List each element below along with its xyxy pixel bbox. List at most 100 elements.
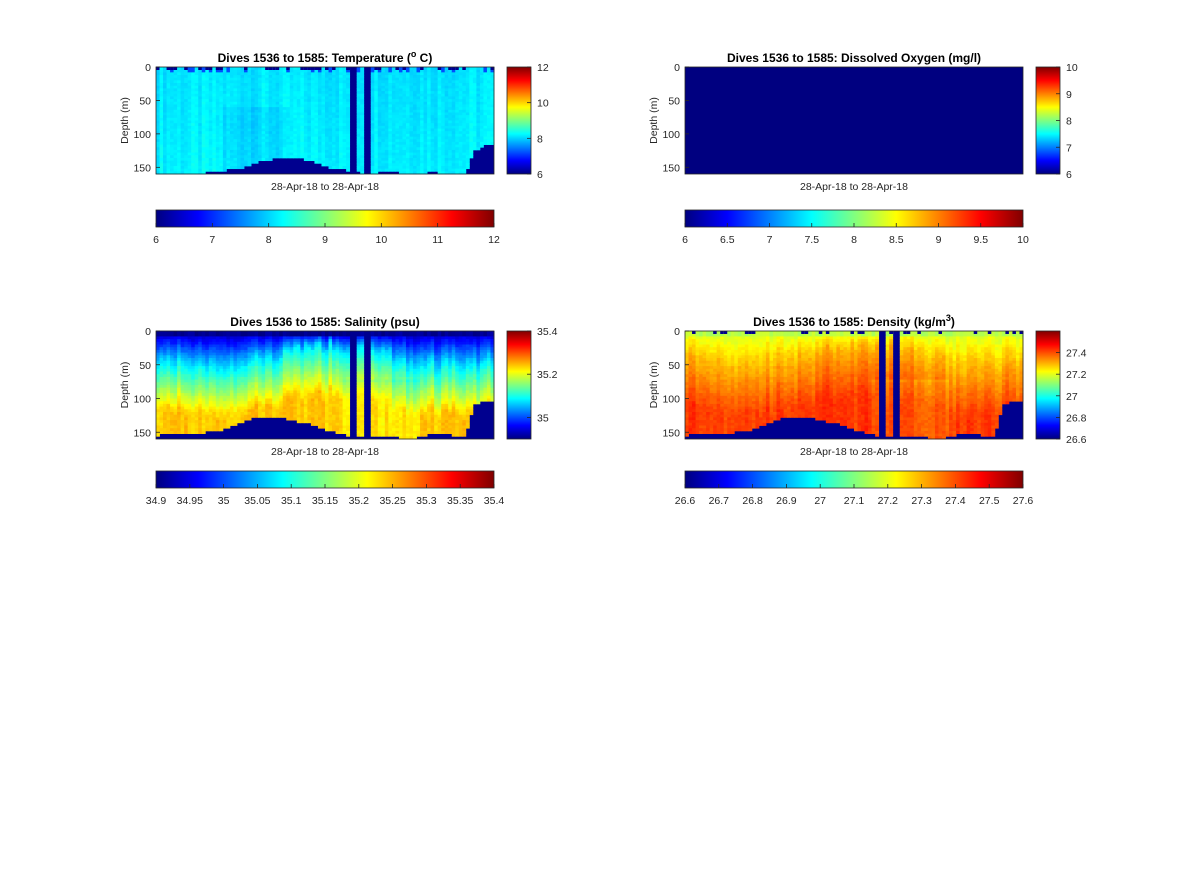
- heatmap-cell: [430, 77, 435, 81]
- heatmap-cell: [173, 144, 178, 148]
- heatmap-cell: [251, 409, 255, 413]
- heatmap-cell: [437, 109, 442, 113]
- heatmap-cell: [286, 115, 291, 119]
- heatmap-cell: [420, 144, 424, 148]
- heatmap-cell: [191, 149, 196, 153]
- heatmap-cell: [247, 355, 252, 359]
- heatmap-cell: [293, 131, 298, 135]
- heatmap-cell: [293, 125, 298, 129]
- heatmap-cell: [222, 157, 227, 162]
- heatmap-cell: [219, 91, 224, 95]
- heatmap-cell: [198, 385, 203, 389]
- heatmap-cell: [236, 382, 241, 386]
- heatmap-cell: [177, 390, 182, 394]
- heatmap-cell: [268, 336, 273, 340]
- heatmap-cell: [268, 374, 273, 378]
- heatmap-cell: [437, 85, 442, 89]
- heatmap-cell: [370, 91, 375, 95]
- heatmap-cell: [448, 93, 453, 97]
- heatmap-cell: [219, 422, 224, 426]
- heatmap-cell: [251, 152, 255, 156]
- axes-frame: [155, 66, 495, 175]
- heatmap-cell: [289, 147, 294, 151]
- heatmap-cell: [346, 104, 351, 108]
- heatmap-cell: [360, 160, 365, 164]
- heatmap-cell: [476, 120, 481, 124]
- heatmap-cell: [325, 144, 329, 148]
- heatmap-cell: [451, 109, 456, 113]
- heatmap-cell: [184, 125, 189, 129]
- heatmap-cell: [159, 352, 164, 356]
- heatmap-cell: [427, 152, 432, 156]
- heatmap-cell: [215, 406, 220, 410]
- heatmap-cell: [180, 387, 185, 391]
- heatmap-cell: [339, 144, 343, 148]
- heatmap-cell: [222, 93, 227, 97]
- heatmap-cell: [212, 422, 217, 426]
- heatmap-cell: [388, 139, 393, 143]
- heatmap-cell: [156, 425, 160, 429]
- heatmap-cell: [208, 157, 213, 162]
- heatmap-cell: [208, 336, 213, 340]
- heatmap-cell: [265, 83, 270, 87]
- heatmap-cell: [381, 101, 386, 105]
- heatmap-cell: [458, 139, 463, 143]
- heatmap-cell: [205, 72, 210, 76]
- heatmap-cell: [247, 398, 252, 402]
- heatmap-cell: [307, 117, 312, 121]
- heatmap-cell: [303, 75, 308, 79]
- heatmap-cell: [247, 152, 252, 156]
- heatmap-cell: [198, 101, 203, 105]
- heatmap-cell: [205, 420, 210, 424]
- heatmap-cell: [166, 101, 171, 105]
- heatmap-cell: [159, 425, 164, 429]
- heatmap-cell: [451, 171, 456, 175]
- heatmap-cell: [261, 406, 266, 410]
- heatmap-cell: [265, 401, 270, 405]
- heatmap-cell: [465, 123, 470, 127]
- heatmap-cell: [233, 347, 238, 351]
- heatmap-surface-gap: [184, 67, 189, 70]
- heatmap-cell: [275, 112, 280, 116]
- heatmap-cell: [444, 163, 449, 167]
- heatmap-cell: [377, 72, 382, 76]
- heatmap-cell: [356, 168, 361, 172]
- heatmap-cell: [272, 379, 277, 383]
- heatmap-cell: [205, 363, 210, 367]
- heatmap-cell: [212, 425, 217, 429]
- heatmap-cell: [258, 409, 263, 413]
- heatmap-cell: [409, 77, 414, 81]
- heatmap-cell: [201, 163, 206, 167]
- heatmap-cell: [261, 401, 266, 405]
- heatmap-cell: [374, 80, 379, 84]
- heatmap-cell: [286, 120, 291, 124]
- heatmap-cell: [328, 141, 333, 145]
- heatmap-cell: [469, 139, 474, 143]
- heatmap-cell: [377, 133, 382, 137]
- heatmap-cell: [384, 85, 389, 89]
- heatmap-cell: [201, 141, 206, 145]
- heatmap-cell: [208, 358, 213, 362]
- heatmap-cell: [180, 109, 185, 113]
- heatmap-cell: [430, 163, 435, 167]
- heatmap-cell: [170, 393, 174, 397]
- heatmap-cell: [219, 109, 224, 113]
- heatmap-cell: [254, 160, 259, 164]
- heatmap-cell: [240, 123, 245, 127]
- heatmap-cell: [458, 77, 463, 81]
- heatmap-cell: [222, 366, 227, 370]
- heatmap-cell: [222, 371, 227, 375]
- heatmap-cell: [177, 133, 182, 137]
- heatmap-cell: [275, 412, 280, 416]
- heatmap-cell: [222, 355, 227, 359]
- heatmap-cell: [159, 125, 164, 129]
- heatmap-cell: [339, 109, 343, 113]
- heatmap-cell: [455, 163, 460, 167]
- heatmap-cell: [156, 387, 160, 391]
- heatmap-cell: [451, 88, 456, 92]
- heatmap-cell: [405, 120, 410, 124]
- heatmap-cell: [170, 141, 174, 145]
- heatmap-cell: [444, 133, 449, 137]
- heatmap-cell: [247, 107, 252, 111]
- heatmap-cell: [296, 131, 301, 135]
